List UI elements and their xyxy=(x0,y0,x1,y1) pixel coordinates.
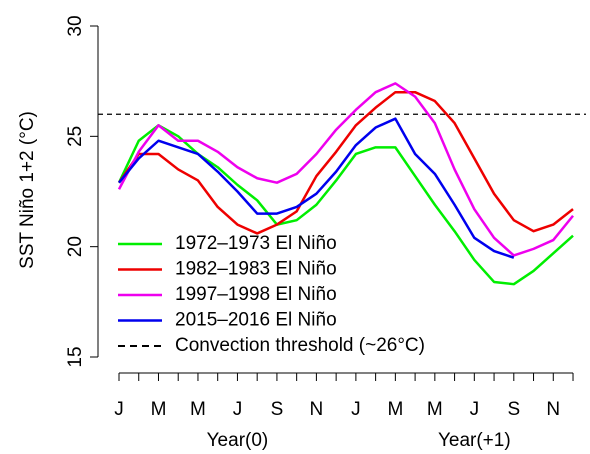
x-tick-label: J xyxy=(114,399,124,420)
x-tick-label: N xyxy=(546,399,560,420)
y-tick-label: 15 xyxy=(65,346,86,367)
series-line xyxy=(117,82,574,257)
x-tick-label: N xyxy=(310,399,324,420)
x-tick-label: M xyxy=(151,399,167,420)
legend-label: 1997–1998 El Niño xyxy=(175,284,337,305)
series-line xyxy=(117,90,574,235)
series-line xyxy=(118,117,515,259)
x-tick-label: J xyxy=(351,399,361,420)
y-tick-label: 30 xyxy=(65,15,86,36)
series-line xyxy=(117,124,574,286)
x-tick-label: S xyxy=(271,399,284,420)
legend-label: 1982–1983 El Niño xyxy=(175,259,337,280)
y-tick-label: 20 xyxy=(65,236,86,257)
x-tick-label: J xyxy=(233,399,243,420)
x-tick-label: M xyxy=(427,399,443,420)
x-tick-label: M xyxy=(190,399,206,420)
x-tick-label: M xyxy=(387,399,403,420)
x-tick-label: S xyxy=(507,399,520,420)
x-group-label: Year(+1) xyxy=(438,430,511,451)
x-group-label: Year(0) xyxy=(207,430,269,451)
legend-label: Convection threshold (~26°C) xyxy=(175,335,425,356)
y-tick-label: 25 xyxy=(65,126,86,147)
x-tick-label: J xyxy=(470,399,480,420)
legend-label: 1972–1973 El Niño xyxy=(175,233,337,254)
legend-label: 2015–2016 El Niño xyxy=(175,310,337,331)
y-axis-label: SST Niño 1+2 (°C) xyxy=(17,111,38,269)
